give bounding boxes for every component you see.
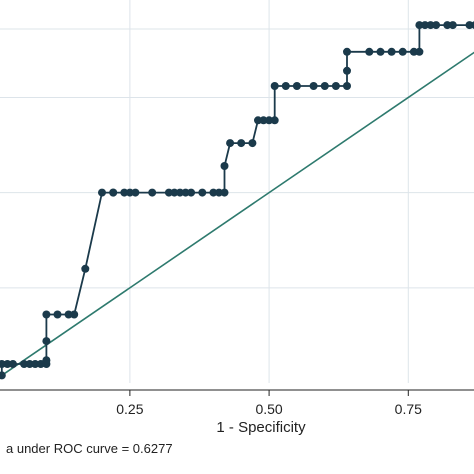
roc-point-22 xyxy=(125,188,134,197)
roc-point-8 xyxy=(31,360,40,368)
reference-line xyxy=(0,51,474,378)
roc-point-44 xyxy=(292,82,301,90)
roc-point-38 xyxy=(254,116,262,125)
roc-curve-line xyxy=(0,24,474,377)
roc-point-59 xyxy=(426,21,435,30)
roc-point-11 xyxy=(42,356,51,365)
roc-point-24 xyxy=(148,188,157,197)
roc-point-56 xyxy=(415,47,424,56)
roc-point-52 xyxy=(376,47,385,56)
roc-point-30 xyxy=(198,188,207,197)
roc-point-36 xyxy=(237,139,246,148)
roc-point-62 xyxy=(448,21,457,30)
roc-point-39 xyxy=(259,116,268,125)
roc-point-25 xyxy=(164,188,173,197)
roc-point-23 xyxy=(131,188,140,197)
roc-point-58 xyxy=(421,21,429,30)
roc-point-46 xyxy=(320,82,329,90)
roc-point-50 xyxy=(343,47,351,56)
roc-point-48 xyxy=(343,82,351,90)
roc-point-26 xyxy=(170,188,179,197)
roc-point-9 xyxy=(36,360,45,368)
roc-point-13 xyxy=(42,310,51,319)
x-axis-title: 1 - Specificity xyxy=(216,419,306,436)
roc-point-7 xyxy=(25,360,34,368)
roc-point-42 xyxy=(270,82,279,90)
x-tick-label-1: 0.50 xyxy=(255,401,282,417)
roc-point-16 xyxy=(70,310,79,319)
roc-point-60 xyxy=(432,21,441,30)
roc-point-49 xyxy=(343,66,351,75)
auc-annotation: a under ROC curve = 0.6277 xyxy=(6,441,173,456)
roc-point-55 xyxy=(409,47,418,56)
roc-point-4 xyxy=(3,360,12,368)
roc-point-51 xyxy=(365,47,374,56)
roc-curve-points xyxy=(0,21,474,380)
roc-point-33 xyxy=(220,188,229,197)
roc-point-18 xyxy=(98,188,106,197)
roc-point-15 xyxy=(64,310,73,319)
roc-point-20 xyxy=(109,188,118,197)
roc-point-6 xyxy=(20,360,29,368)
roc-point-61 xyxy=(443,21,452,30)
roc-point-64 xyxy=(471,21,474,29)
roc-point-34 xyxy=(220,162,229,170)
roc-point-14 xyxy=(53,310,62,319)
roc-point-17 xyxy=(81,264,90,273)
roc-point-35 xyxy=(226,139,235,148)
x-tick-label-2: 0.75 xyxy=(395,401,422,417)
roc-point-28 xyxy=(181,188,190,197)
roc-point-41 xyxy=(270,116,279,125)
roc-point-21 xyxy=(120,188,129,197)
roc-point-29 xyxy=(187,188,196,197)
roc-point-37 xyxy=(248,139,257,148)
roc-point-53 xyxy=(387,47,396,56)
roc-point-54 xyxy=(398,47,407,56)
x-axis-ticks: 0.25 0.50 0.75 xyxy=(116,390,422,417)
roc-point-12 xyxy=(42,337,51,346)
roc-point-63 xyxy=(465,21,474,30)
roc-point-27 xyxy=(176,188,184,197)
roc-point-2 xyxy=(0,371,6,380)
roc-point-5 xyxy=(8,360,17,368)
roc-point-43 xyxy=(281,82,290,90)
roc-point-32 xyxy=(215,188,223,197)
roc-point-45 xyxy=(309,82,318,90)
grid xyxy=(0,0,474,383)
roc-point-40 xyxy=(265,116,274,125)
roc-point-57 xyxy=(415,21,424,30)
roc-point-47 xyxy=(331,82,340,90)
x-tick-label-0: 0.25 xyxy=(116,401,143,417)
roc-point-31 xyxy=(209,188,218,197)
